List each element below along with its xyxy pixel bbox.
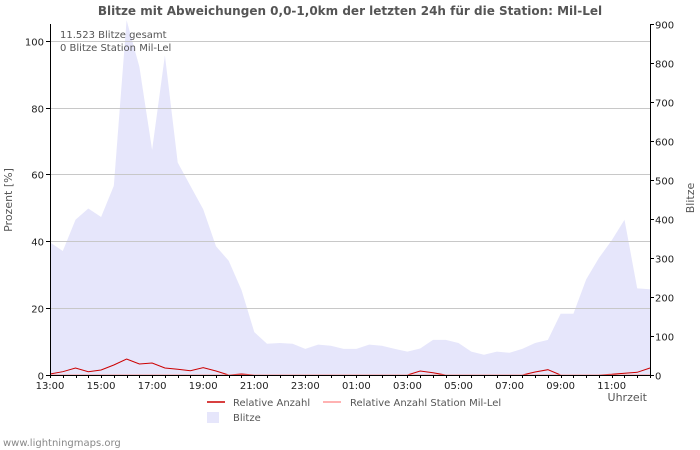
x-tick-label: 01:00 bbox=[342, 381, 371, 392]
y-right-tick-label: 700 bbox=[655, 99, 674, 110]
y-left-tick-label: 60 bbox=[31, 171, 44, 182]
y-axis-right-label: Blitze bbox=[684, 183, 697, 214]
x-tick-label: 19:00 bbox=[189, 381, 218, 392]
x-tick-label: 07:00 bbox=[495, 381, 524, 392]
x-tick-label: 13:00 bbox=[36, 381, 65, 392]
y-right-tick-label: 400 bbox=[655, 216, 674, 227]
y-right-tick-label: 300 bbox=[655, 255, 674, 266]
x-tick-label: 23:00 bbox=[291, 381, 320, 392]
x-axis-label: Uhrzeit bbox=[608, 391, 648, 404]
x-tick-label: 11:00 bbox=[597, 381, 626, 392]
axes: 0 20 40 60 80 100 0 100 200 300 400 500 600 700 800 900… bbox=[25, 21, 674, 393]
y-right-tick-label: 200 bbox=[655, 294, 674, 305]
legend-label-relative: Relative Anzahl bbox=[233, 398, 310, 409]
footer-credit: www.lightningmaps.org bbox=[3, 438, 121, 449]
legend-label-station: Relative Anzahl Station Mil-Lel bbox=[350, 398, 501, 409]
grid-lines bbox=[50, 41, 650, 309]
legend: Relative Anzahl Relative Anzahl Station … bbox=[207, 398, 501, 424]
y-left-tick-label: 100 bbox=[25, 38, 44, 49]
x-tick-label: 03:00 bbox=[393, 381, 422, 392]
x-tick-label: 21:00 bbox=[240, 381, 269, 392]
annotation-station: 0 Blitze Station Mil-Lel bbox=[60, 43, 171, 54]
blitze-area-layer bbox=[50, 20, 650, 375]
y-right-tick-label: 900 bbox=[655, 21, 674, 32]
y-right-tick-label: 500 bbox=[655, 177, 674, 188]
y-left-tick-label: 0 bbox=[38, 372, 44, 383]
x-tick-label: 15:00 bbox=[87, 381, 116, 392]
x-tick-label: 17:00 bbox=[138, 381, 167, 392]
y-left-tick-label: 80 bbox=[31, 105, 44, 116]
y-right-tick-label: 0 bbox=[655, 372, 661, 383]
y-left-tick-label: 40 bbox=[31, 238, 44, 249]
x-tick-label: 09:00 bbox=[546, 381, 575, 392]
y-right-tick-label: 600 bbox=[655, 138, 674, 149]
legend-label-blitze: Blitze bbox=[233, 413, 261, 424]
chart-title: Blitze mit Abweichungen 0,0-1,0km der le… bbox=[98, 4, 602, 18]
y-axis-left-label: Prozent [%] bbox=[2, 168, 15, 232]
series-area-blitze bbox=[50, 20, 650, 375]
y-left-tick-label: 20 bbox=[31, 305, 44, 316]
annotation-total: 11.523 Blitze gesamt bbox=[60, 30, 167, 41]
legend-swatch-blitze bbox=[207, 412, 219, 423]
y-right-tick-label: 100 bbox=[655, 333, 674, 344]
y-right-tick-label: 800 bbox=[655, 60, 674, 71]
x-tick-label: 05:00 bbox=[444, 381, 473, 392]
